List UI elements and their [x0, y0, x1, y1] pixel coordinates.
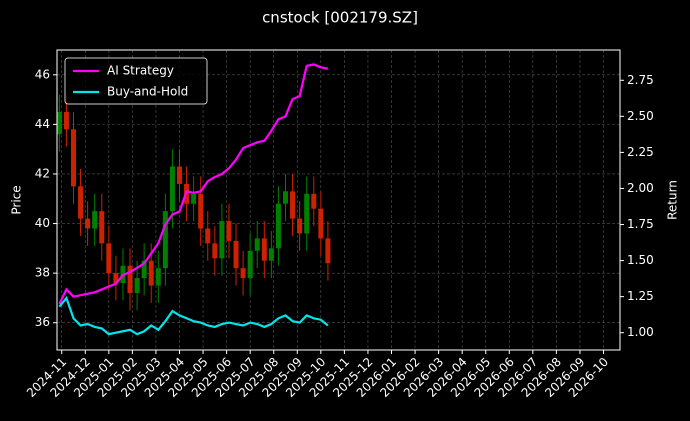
candle-body	[63, 111, 69, 130]
candle-body	[233, 240, 239, 269]
y2-tick-label: 2.75	[627, 73, 654, 87]
candle-body	[198, 193, 204, 229]
candle-body	[240, 268, 246, 279]
candle-body	[99, 211, 105, 244]
y-axis-label: Price	[10, 185, 24, 214]
candle-body	[219, 221, 225, 259]
candle-body	[212, 243, 218, 259]
candle-body	[134, 278, 140, 293]
y2-tick-label: 1.00	[627, 325, 654, 339]
candle-body	[304, 193, 310, 234]
candle-body	[318, 208, 324, 239]
candle-body	[148, 260, 154, 286]
candle-body	[254, 238, 260, 251]
candle-body	[141, 260, 147, 279]
y2-tick-label: 1.75	[627, 217, 654, 231]
candle-body	[268, 248, 274, 261]
candle-body	[155, 268, 161, 286]
y2-tick-label: 1.25	[627, 289, 654, 303]
candle-body	[247, 250, 253, 279]
candle-body	[261, 238, 267, 261]
candle-body	[325, 238, 331, 264]
legend-label: Buy-and-Hold	[107, 85, 188, 99]
y2-axis-label: Return	[666, 180, 680, 220]
y2-tick-label: 2.25	[627, 145, 654, 159]
candle-body	[127, 265, 133, 293]
candle-body	[282, 191, 288, 204]
candle-body	[169, 166, 175, 212]
candle-body	[106, 243, 112, 274]
return-line	[58, 295, 329, 336]
candle-body	[85, 218, 91, 229]
candle-body	[92, 211, 98, 229]
candle-body	[176, 166, 182, 184]
candle-body	[113, 273, 119, 284]
y2-tick-label: 2.00	[627, 181, 654, 195]
candle-body	[205, 228, 211, 244]
candle-body	[311, 193, 317, 209]
plot-frame	[56, 49, 621, 351]
candle-body	[275, 203, 281, 249]
legend: AI Strategy Buy-and-Hold	[64, 57, 208, 105]
legend-box	[64, 57, 208, 105]
candle-body	[78, 186, 84, 219]
chart-title: cnstock [002179.SZ]	[262, 9, 418, 27]
y-tick-label: 44	[35, 117, 50, 131]
candle-body	[290, 191, 296, 219]
y-tick-label: 46	[35, 67, 50, 81]
y2-tick-label: 2.50	[627, 109, 654, 123]
candle-body	[226, 221, 232, 241]
candle-body	[56, 111, 62, 135]
y2-tick-label: 1.50	[627, 253, 654, 267]
candle-body	[297, 218, 303, 234]
y-tick-label: 42	[35, 166, 50, 180]
y-tick-label: 38	[35, 266, 50, 280]
candle-body	[70, 129, 76, 187]
return-line	[58, 63, 329, 305]
y-tick-label: 40	[35, 216, 50, 230]
candle-body	[191, 193, 197, 204]
legend-label: AI Strategy	[107, 64, 174, 78]
candle-body	[162, 211, 168, 269]
y-tick-label: 36	[35, 315, 50, 329]
